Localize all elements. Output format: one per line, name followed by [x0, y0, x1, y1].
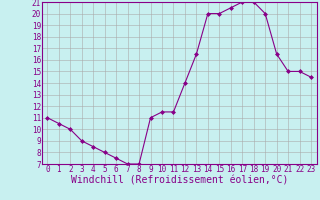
X-axis label: Windchill (Refroidissement éolien,°C): Windchill (Refroidissement éolien,°C) — [70, 175, 288, 185]
